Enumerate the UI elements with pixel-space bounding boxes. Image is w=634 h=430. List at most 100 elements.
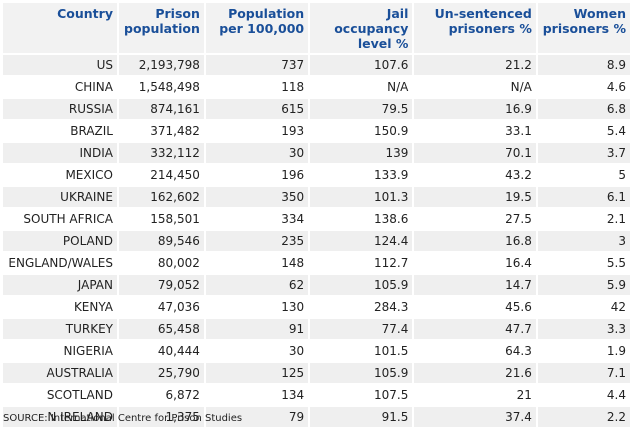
- cell-prison-population: 874,161: [118, 99, 204, 119]
- cell-jail-occupancy: 284.3: [310, 297, 413, 317]
- cell-population-per-100000: 148: [205, 253, 309, 273]
- cell-population-per-100000: 130: [205, 297, 309, 317]
- cell-jail-occupancy: 101.5: [310, 341, 413, 361]
- cell-women-prisoners: 3.3: [537, 319, 630, 339]
- cell-unsentenced-prisoners: 64.3: [414, 341, 536, 361]
- table-row: SOUTH AFRICA 158,501 334 138.6 27.5 2.1: [3, 209, 630, 229]
- cell-women-prisoners: 1.9: [537, 341, 630, 361]
- table-row: TURKEY 65,458 91 77.4 47.7 3.3: [3, 319, 630, 339]
- cell-country: NIGERIA: [3, 341, 117, 361]
- table-row: RUSSIA 874,161 615 79.5 16.9 6.8: [3, 99, 630, 119]
- cell-population-per-100000: 350: [205, 187, 309, 207]
- table-row: JAPAN 79,052 62 105.9 14.7 5.9: [3, 275, 630, 295]
- cell-prison-population: 25,790: [118, 363, 204, 383]
- table-row: MEXICO 214,450 196 133.9 43.2 5: [3, 165, 630, 185]
- table-row: CHINA 1,548,498 118 N/A N/A 4.6: [3, 77, 630, 97]
- cell-women-prisoners: 3: [537, 231, 630, 251]
- cell-unsentenced-prisoners: 45.6: [414, 297, 536, 317]
- cell-women-prisoners: 5.5: [537, 253, 630, 273]
- cell-women-prisoners: 5: [537, 165, 630, 185]
- cell-prison-population: 79,052: [118, 275, 204, 295]
- cell-country: JAPAN: [3, 275, 117, 295]
- column-header-country: Country: [3, 3, 117, 53]
- table-row: POLAND 89,546 235 124.4 16.8 3: [3, 231, 630, 251]
- cell-prison-population: 371,482: [118, 121, 204, 141]
- table-header: Country Prison population Population per…: [3, 3, 630, 53]
- cell-women-prisoners: 2.1: [537, 209, 630, 229]
- cell-unsentenced-prisoners: 16.8: [414, 231, 536, 251]
- cell-country: INDIA: [3, 143, 117, 163]
- cell-country: UKRAINE: [3, 187, 117, 207]
- table-row: NIGERIA 40,444 30 101.5 64.3 1.9: [3, 341, 630, 361]
- cell-population-per-100000: 134: [205, 385, 309, 405]
- cell-women-prisoners: 42: [537, 297, 630, 317]
- cell-jail-occupancy: 101.3: [310, 187, 413, 207]
- header-row: Country Prison population Population per…: [3, 3, 630, 53]
- cell-population-per-100000: 30: [205, 341, 309, 361]
- cell-women-prisoners: 2.2: [537, 407, 630, 427]
- cell-jail-occupancy: 79.5: [310, 99, 413, 119]
- cell-unsentenced-prisoners: 33.1: [414, 121, 536, 141]
- cell-population-per-100000: 196: [205, 165, 309, 185]
- cell-country: RUSSIA: [3, 99, 117, 119]
- cell-unsentenced-prisoners: 27.5: [414, 209, 536, 229]
- cell-jail-occupancy: 133.9: [310, 165, 413, 185]
- cell-population-per-100000: 737: [205, 55, 309, 75]
- cell-prison-population: 332,112: [118, 143, 204, 163]
- cell-jail-occupancy: N/A: [310, 77, 413, 97]
- cell-unsentenced-prisoners: 21.6: [414, 363, 536, 383]
- cell-prison-population: 40,444: [118, 341, 204, 361]
- cell-unsentenced-prisoners: 21: [414, 385, 536, 405]
- cell-population-per-100000: 334: [205, 209, 309, 229]
- cell-women-prisoners: 4.4: [537, 385, 630, 405]
- cell-country: AUSTRALIA: [3, 363, 117, 383]
- cell-prison-population: 89,546: [118, 231, 204, 251]
- cell-population-per-100000: 125: [205, 363, 309, 383]
- cell-jail-occupancy: 150.9: [310, 121, 413, 141]
- cell-jail-occupancy: 107.6: [310, 55, 413, 75]
- table-row: N IRELAND 1,375 79 91.5 37.4 2.2: [3, 407, 630, 427]
- cell-women-prisoners: 4.6: [537, 77, 630, 97]
- column-header-women-prisoners: Women prisoners %: [537, 3, 630, 53]
- cell-prison-population: 65,458: [118, 319, 204, 339]
- cell-country: KENYA: [3, 297, 117, 317]
- table-body: US 2,193,798 737 107.6 21.2 8.9 CHINA 1,548,498…: [3, 55, 630, 427]
- cell-prison-population: 162,602: [118, 187, 204, 207]
- source-note: SOURCE: International Centre for Prison …: [3, 413, 243, 424]
- cell-unsentenced-prisoners: 21.2: [414, 55, 536, 75]
- cell-country: BRAZIL: [3, 121, 117, 141]
- cell-population-per-100000: 79: [205, 407, 309, 427]
- table-row: US 2,193,798 737 107.6 21.2 8.9: [3, 55, 630, 75]
- column-header-prison-population: Prison population: [118, 3, 204, 53]
- cell-unsentenced-prisoners: 14.7: [414, 275, 536, 295]
- cell-country: CHINA: [3, 77, 117, 97]
- cell-unsentenced-prisoners: 37.4: [414, 407, 536, 427]
- cell-jail-occupancy: 105.9: [310, 275, 413, 295]
- cell-prison-population: 1,375: [118, 407, 204, 427]
- cell-unsentenced-prisoners: 47.7: [414, 319, 536, 339]
- cell-women-prisoners: 5.9: [537, 275, 630, 295]
- cell-jail-occupancy: 91.5: [310, 407, 413, 427]
- cell-jail-occupancy: 139: [310, 143, 413, 163]
- cell-jail-occupancy: 124.4: [310, 231, 413, 251]
- cell-country: MEXICO: [3, 165, 117, 185]
- table-row: KENYA 47,036 130 284.3 45.6 42: [3, 297, 630, 317]
- cell-population-per-100000: 62: [205, 275, 309, 295]
- cell-population-per-100000: 193: [205, 121, 309, 141]
- cell-unsentenced-prisoners: 16.9: [414, 99, 536, 119]
- column-header-unsentenced-prisoners: Un-sentenced prisoners %: [414, 3, 536, 53]
- cell-country: SOUTH AFRICA: [3, 209, 117, 229]
- cell-jail-occupancy: 112.7: [310, 253, 413, 273]
- cell-population-per-100000: 91: [205, 319, 309, 339]
- cell-women-prisoners: 6.1: [537, 187, 630, 207]
- cell-prison-population: 6,872: [118, 385, 204, 405]
- table-row: UKRAINE 162,602 350 101.3 19.5 6.1: [3, 187, 630, 207]
- cell-country: US: [3, 55, 117, 75]
- cell-country: N IRELAND: [3, 407, 117, 427]
- cell-unsentenced-prisoners: 16.4: [414, 253, 536, 273]
- cell-women-prisoners: 3.7: [537, 143, 630, 163]
- cell-unsentenced-prisoners: N/A: [414, 77, 536, 97]
- cell-jail-occupancy: 105.9: [310, 363, 413, 383]
- cell-jail-occupancy: 138.6: [310, 209, 413, 229]
- cell-population-per-100000: 235: [205, 231, 309, 251]
